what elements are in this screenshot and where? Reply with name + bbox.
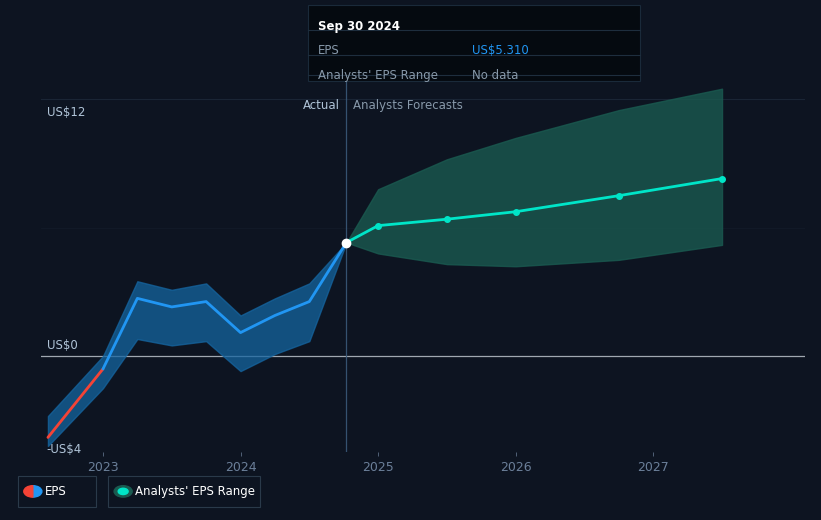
- Text: Sep 30 2024: Sep 30 2024: [318, 20, 400, 33]
- Text: No data: No data: [472, 69, 518, 82]
- Text: -US$4: -US$4: [47, 443, 82, 456]
- Text: Analysts Forecasts: Analysts Forecasts: [353, 99, 463, 112]
- Text: EPS: EPS: [318, 44, 339, 57]
- Text: US$12: US$12: [47, 106, 85, 119]
- Text: US$5.310: US$5.310: [472, 44, 529, 57]
- Text: Actual: Actual: [303, 99, 340, 112]
- Text: US$0: US$0: [47, 339, 77, 352]
- Text: EPS: EPS: [45, 485, 67, 498]
- Text: Analysts' EPS Range: Analysts' EPS Range: [318, 69, 438, 82]
- Text: Analysts' EPS Range: Analysts' EPS Range: [135, 485, 255, 498]
